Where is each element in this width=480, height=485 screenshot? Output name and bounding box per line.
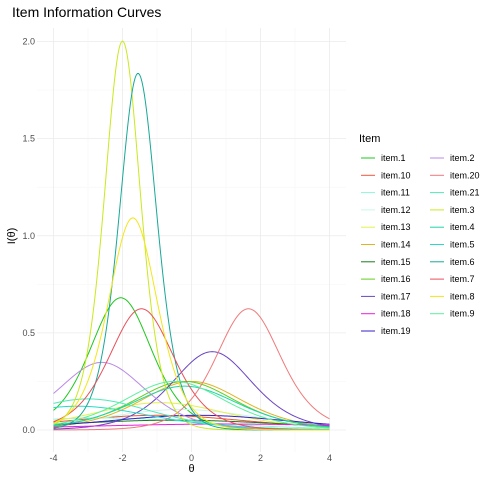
chart-title: Item Information Curves: [12, 4, 161, 20]
legend-item: item.19: [361, 326, 411, 336]
legend-label: item.8: [450, 291, 475, 301]
y-tick-label: 2.0: [22, 37, 35, 47]
legend-label: item.9: [450, 309, 475, 319]
curve-item-5: [53, 405, 330, 430]
x-tick-label: 4: [327, 453, 332, 463]
legend-item: item.6: [430, 257, 475, 267]
curve-item-9: [53, 380, 330, 429]
legend-item: item.17: [361, 291, 411, 301]
legend-item: item.7: [430, 274, 475, 284]
legend-label: item.4: [450, 222, 475, 232]
legend-label: item.10: [381, 170, 411, 180]
legend-item: item.1: [361, 153, 406, 163]
y-axis-ticks: 0.0 0.5 1.0 1.5 2.0: [22, 37, 35, 436]
legend-label: item.17: [381, 291, 411, 301]
legend-label: item.2: [450, 153, 475, 163]
curves: [53, 40, 330, 431]
y-tick-label: 1.5: [22, 134, 35, 144]
curve-item-17: [53, 351, 330, 430]
legend-item: item.18: [361, 309, 411, 319]
legend-label: item.5: [450, 240, 475, 250]
legend-label: item.6: [450, 257, 475, 267]
legend-item: item.8: [430, 291, 475, 301]
grid: [37, 28, 346, 452]
legend-label: item.14: [381, 240, 411, 250]
legend: item.1 item.10 item.11 item.12 item.13 item.1…: [361, 153, 480, 336]
legend-item: item.14: [361, 240, 411, 250]
x-tick-label: 2: [258, 453, 263, 463]
legend-item: item.20: [430, 170, 480, 180]
legend-item: item.12: [361, 205, 411, 215]
legend-item: item.5: [430, 240, 475, 250]
legend-item: item.15: [361, 257, 411, 267]
legend-label: item.20: [450, 170, 480, 180]
x-axis-label: θ: [188, 463, 194, 475]
legend-label: item.15: [381, 257, 411, 267]
curve-item-8: [53, 217, 330, 431]
legend-label: item.16: [381, 274, 411, 284]
legend-item: item.13: [361, 222, 411, 232]
legend-label: item.21: [450, 188, 480, 198]
legend-item: item.9: [430, 309, 475, 319]
legend-label: item.11: [381, 188, 410, 198]
x-axis-ticks: -4 -2 0 2 4: [49, 453, 332, 463]
curve-item-4: [53, 385, 330, 428]
y-axis-label: I(θ): [6, 228, 18, 245]
x-tick-label: -4: [49, 453, 57, 463]
legend-item: item.16: [361, 274, 411, 284]
legend-item: item.3: [430, 205, 475, 215]
legend-item: item.11: [361, 188, 410, 198]
curve-item-20: [53, 308, 330, 431]
y-tick-label: 0.5: [22, 328, 35, 338]
legend-item: item.10: [361, 170, 411, 180]
legend-item: item.21: [430, 188, 480, 198]
legend-label: item.12: [381, 205, 411, 215]
legend-label: item.3: [450, 205, 475, 215]
legend-label: item.7: [450, 274, 475, 284]
legend-title: Item: [359, 133, 380, 145]
curve-item-7: [53, 308, 330, 431]
legend-label: item.19: [381, 326, 411, 336]
legend-label: item.1: [381, 153, 406, 163]
y-tick-label: 0.0: [22, 425, 35, 435]
x-tick-label: -2: [118, 453, 126, 463]
curve-item-19: [53, 414, 330, 426]
legend-item: item.2: [430, 153, 475, 163]
y-tick-label: 1.0: [22, 231, 35, 241]
legend-label: item.13: [381, 222, 411, 232]
x-tick-label: 0: [189, 453, 194, 463]
legend-item: item.4: [430, 222, 475, 232]
legend-label: item.18: [381, 309, 411, 319]
